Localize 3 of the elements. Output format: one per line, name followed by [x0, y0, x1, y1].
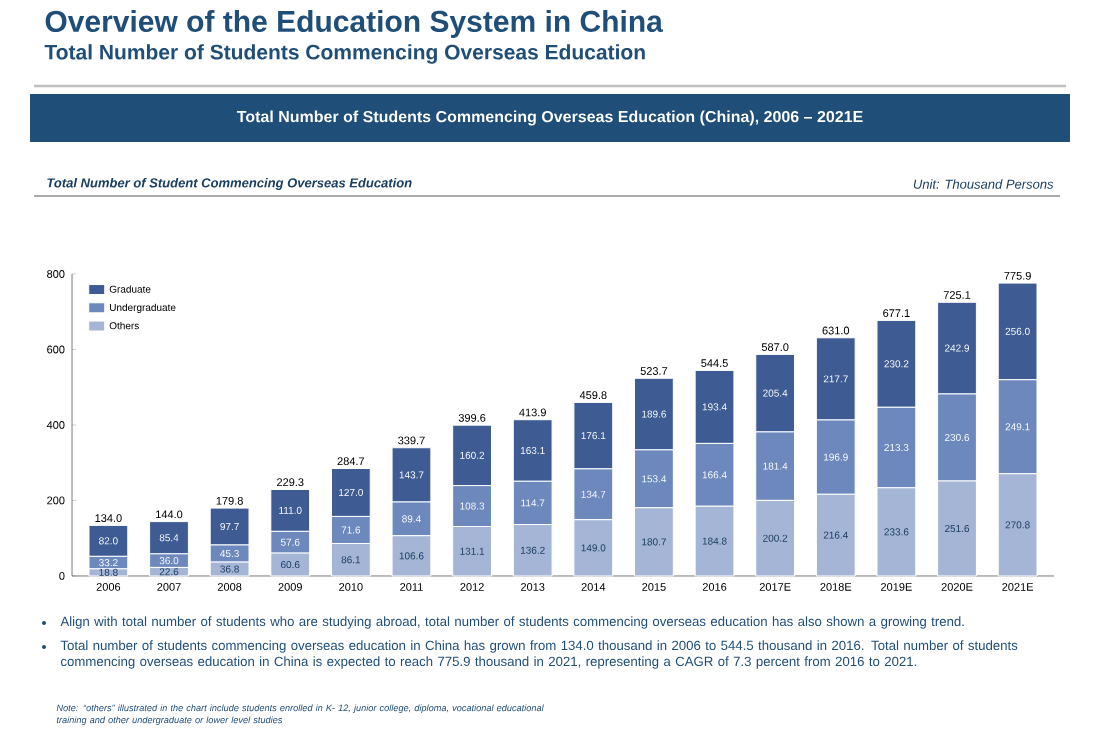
text: Total Number of Students Commencing Overseas Education (China), 2006 – 2021E: [236, 110, 863, 126]
chart-subtitle: Total Number of Students Commencing Overseas Education: [44, 44, 645, 64]
chart-title: Overview of the Education System in China: [45, 10, 664, 38]
